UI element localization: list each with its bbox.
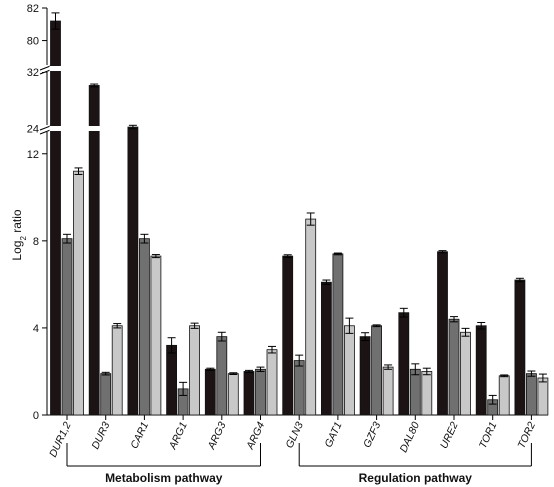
x-tick-label: ARG3: [205, 420, 228, 452]
bar: [189, 325, 201, 416]
bar: [227, 373, 239, 416]
axis-break-gap: [39, 125, 55, 132]
x-tick-label: DUR3: [89, 420, 112, 451]
bar: [437, 251, 448, 416]
x-tick-label: CAR1: [128, 420, 151, 450]
bar: [111, 325, 123, 416]
y-tick-label: 24: [27, 123, 39, 135]
y-tick-label: 82: [27, 3, 39, 15]
bar: [138, 238, 150, 416]
group-label: Metabolism pathway: [105, 471, 223, 485]
bar: [50, 20, 61, 416]
bar: [382, 366, 394, 416]
x-tick-label: TOR1: [477, 420, 500, 450]
bar: [332, 253, 344, 416]
bar: [448, 318, 460, 416]
y-tick-label: 32: [27, 67, 39, 79]
x-tick-label: ARG4: [244, 420, 267, 452]
bar: [537, 377, 549, 416]
bar: [305, 218, 317, 416]
bar: [514, 279, 526, 416]
y-tick-label: 0: [33, 410, 39, 422]
bar: [293, 360, 305, 416]
bar: [216, 336, 228, 416]
x-tick-label: GAT1: [322, 420, 344, 449]
y-tick-label: 80: [27, 36, 39, 48]
x-tick-label: URE2: [438, 420, 461, 451]
y-tick-label: 4: [33, 323, 39, 335]
y-tick-label: 12: [27, 149, 39, 161]
bar: [498, 375, 510, 416]
bar: [421, 371, 433, 416]
bar: [73, 170, 84, 416]
y-tick-label: 8: [33, 236, 39, 248]
bar: [243, 371, 255, 416]
bar: [255, 368, 266, 416]
bar: [61, 238, 73, 416]
bar: [460, 331, 471, 416]
bars: [49, 12, 549, 416]
bar: [398, 312, 410, 416]
bar: [150, 255, 162, 416]
bar: [127, 126, 139, 416]
bar-break-gap: [49, 66, 62, 71]
axis-break-gap: [39, 65, 55, 72]
bar: [166, 344, 178, 416]
bar: [282, 255, 294, 416]
x-tick-label: DAL80: [398, 420, 423, 454]
x-tick-label: TOR2: [515, 420, 538, 450]
bar: [320, 281, 332, 416]
x-tick-label: ARG1: [166, 420, 189, 452]
bar: [88, 85, 100, 416]
x-tick-label: GZF3: [361, 420, 383, 450]
x-tick-label: GLN3: [283, 420, 306, 450]
group-label: Regulation pathway: [359, 471, 473, 485]
bar-break-gap: [88, 126, 101, 131]
bar: [475, 325, 487, 416]
bar: [266, 349, 278, 416]
x-tick-label: DUR1,2: [47, 420, 74, 459]
bar: [409, 368, 421, 416]
bar-break-gap: [49, 126, 62, 131]
bar: [343, 325, 355, 416]
bar: [371, 325, 383, 416]
bar: [100, 373, 112, 416]
y-axis-label: Log2 ratio: [10, 209, 28, 260]
bar: [204, 368, 216, 416]
bar: [526, 373, 537, 416]
bar: [359, 336, 371, 416]
